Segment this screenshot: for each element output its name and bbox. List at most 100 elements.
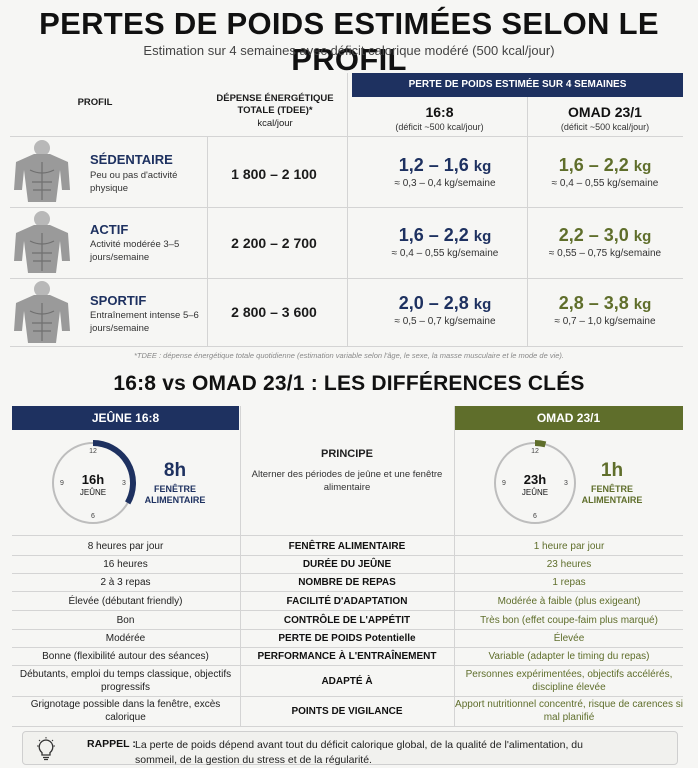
criterion-label: NOMBRE DE REPAS bbox=[298, 576, 396, 588]
value-168: 16 heures bbox=[103, 558, 148, 570]
tick-6: 6 bbox=[533, 513, 537, 520]
divider bbox=[240, 406, 241, 726]
loss-omad-weekly: ≈ 0,55 – 0,75 kg/semaine bbox=[548, 248, 662, 259]
profile-name: SPORTIF bbox=[90, 293, 147, 308]
criterion-label: ADAPTÉ À bbox=[321, 675, 373, 687]
comparison-row: Débutants, emploi du temps classique, ob… bbox=[12, 666, 683, 696]
divider bbox=[12, 535, 683, 536]
eating-window-arc bbox=[534, 440, 547, 448]
col-header-omad-title: OMAD 23/1 bbox=[568, 104, 642, 120]
window-168-label-l2: ALIMENTAIRE bbox=[144, 495, 206, 506]
comparison-row: Bonne (flexibilité autour des séances) PE… bbox=[12, 647, 683, 665]
comparison-row: Élevée (débutant friendly) FACILITÉ D'ADA… bbox=[12, 592, 683, 610]
band-omad: OMAD 23/1 bbox=[454, 406, 683, 430]
torso-athletic-image bbox=[13, 281, 71, 343]
value-168: Débutants, emploi du temps classique, ob… bbox=[19, 669, 232, 693]
divider bbox=[12, 726, 683, 727]
window-168-hours: 8h bbox=[163, 460, 187, 481]
divider bbox=[527, 97, 528, 346]
tick-9: 9 bbox=[60, 480, 64, 487]
criterion-label: FACILITÉ D'ADAPTATION bbox=[286, 595, 408, 607]
divider bbox=[10, 346, 683, 347]
profile-desc: Peu ou pas d'activité physique bbox=[90, 170, 178, 194]
divider bbox=[10, 278, 683, 279]
window-omad-label-l1: FENÊTRE bbox=[590, 484, 633, 494]
divider bbox=[207, 136, 208, 346]
loss-168-unit: kg bbox=[473, 158, 492, 175]
tdee-value: 2 200 – 2 700 bbox=[231, 235, 317, 251]
loss-168: 1,2 – 1,6 kg ≈ 0,3 – 0,4 kg/semaine bbox=[360, 155, 530, 189]
col-header-168-title: 16:8 bbox=[425, 104, 454, 120]
torso-sedentary-image bbox=[13, 140, 71, 202]
divider bbox=[12, 610, 683, 611]
criterion-label: CONTRÔLE DE L'APPÉTIT bbox=[283, 614, 411, 626]
divider bbox=[12, 629, 683, 630]
tick-12: 12 bbox=[531, 448, 539, 455]
value-omad: Élevée bbox=[553, 632, 585, 644]
loss-omad-unit: kg bbox=[633, 158, 652, 175]
principe-desc: Alterner des périodes de jeûne et une fe… bbox=[251, 469, 443, 494]
fast-label: JEÛNE bbox=[522, 488, 548, 497]
loss-168-value: 1,2 – 1,6 bbox=[398, 155, 469, 175]
col-header-tdee: DÉPENSE ÉNERGÉTIQUE TOTALE (TDEE)* kcal/… bbox=[205, 93, 345, 130]
loss-omad-unit: kg bbox=[633, 228, 652, 245]
rappel-label: RAPPEL : bbox=[87, 738, 136, 750]
criterion-label: POINTS DE VIGILANCE bbox=[291, 705, 403, 717]
value-168: Bon bbox=[116, 614, 135, 626]
lightbulb-icon bbox=[37, 737, 55, 761]
loss-omad-unit: kg bbox=[633, 296, 652, 313]
divider bbox=[347, 73, 348, 346]
fast-hours: 23h bbox=[524, 472, 546, 487]
profile-desc: Entraînement intense 5–6 jours/semaine bbox=[90, 310, 199, 334]
divider bbox=[10, 136, 683, 137]
page-title: PERTES DE POIDS ESTIMÉES SELON LE PROFIL bbox=[39, 6, 659, 77]
col-header-omad: OMAD 23/1 (déficit ~500 kcal/jour) bbox=[527, 104, 683, 132]
divider bbox=[12, 665, 683, 666]
clock-168: 12 3 6 9 16h JEÛNE bbox=[52, 440, 136, 524]
loss-omad: 1,6 – 2,2 kg ≈ 0,4 – 0,55 kg/semaine bbox=[525, 155, 685, 189]
window-omad-label-l2: ALIMENTAIRE bbox=[581, 495, 643, 506]
col-header-profil: PROFIL bbox=[77, 97, 113, 108]
criterion-label: PERFORMANCE À L'ENTRAÎNEMENT bbox=[257, 650, 437, 662]
comparison-row: Grignotage possible dans la fenêtre, exc… bbox=[12, 696, 683, 726]
loss-168: 1,6 – 2,2 kg ≈ 0,4 – 0,55 kg/semaine bbox=[360, 225, 530, 259]
value-omad: 1 repas bbox=[552, 576, 586, 588]
tick-12: 12 bbox=[89, 448, 97, 455]
profile-row-sportif: SPORTIF Entraînement intense 5–6 jours/s… bbox=[10, 278, 683, 346]
divider bbox=[12, 555, 683, 556]
tick-6: 6 bbox=[91, 513, 95, 520]
profile-name: SÉDENTAIRE bbox=[90, 152, 173, 167]
comparison-row: Bon CONTRÔLE DE L'APPÉTIT Très bon (effet … bbox=[12, 611, 683, 629]
window-omad-label: FENÊTRE ALIMENTAIRE bbox=[576, 484, 648, 507]
tdee-value: 2 800 – 3 600 bbox=[231, 304, 317, 320]
loss-168: 2,0 – 2,8 kg ≈ 0,5 – 0,7 kg/semaine bbox=[360, 293, 530, 327]
value-168: 2 à 3 repas bbox=[100, 576, 151, 588]
principe-title: PRINCIPE bbox=[321, 448, 373, 460]
divider bbox=[12, 591, 683, 592]
profile-name: ACTIF bbox=[90, 222, 129, 237]
loss-omad-value: 2,2 – 3,0 bbox=[558, 225, 629, 245]
loss-168-weekly: ≈ 0,3 – 0,4 kg/semaine bbox=[394, 178, 496, 189]
value-168: Bonne (flexibilité autour des séances) bbox=[42, 650, 209, 662]
col-header-tdee-line1: DÉPENSE ÉNERGÉTIQUE bbox=[216, 93, 334, 104]
col-header-omad-sub: (déficit ~500 kcal/jour) bbox=[560, 122, 650, 132]
tick-3: 3 bbox=[122, 480, 126, 487]
weight-loss-band: PERTE DE POIDS ESTIMÉE SUR 4 SEMAINES bbox=[352, 73, 683, 97]
value-omad: 23 heures bbox=[546, 558, 592, 570]
criterion-label: FENÊTRE ALIMENTAIRE bbox=[288, 540, 406, 552]
rappel-box: RAPPEL : La perte de poids dépend avant … bbox=[22, 731, 678, 766]
rappel-text: La perte de poids dépend avant tout du d… bbox=[135, 739, 583, 766]
comparison-row: 8 heures par jour FENÊTRE ALIMENTAIRE 1 he… bbox=[12, 537, 683, 555]
window-168-label-l1: FENÊTRE bbox=[153, 484, 196, 494]
col-header-168-sub: (déficit ~500 kcal/jour) bbox=[395, 122, 484, 132]
loss-168-value: 1,6 – 2,2 bbox=[398, 225, 469, 245]
tick-3: 3 bbox=[564, 480, 568, 487]
loss-omad-weekly: ≈ 0,4 – 0,55 kg/semaine bbox=[551, 178, 659, 189]
divider bbox=[12, 696, 683, 697]
value-168: Modérée bbox=[105, 632, 146, 644]
value-168: 8 heures par jour bbox=[87, 540, 164, 552]
criterion-label: DURÉE DU JEÛNE bbox=[302, 558, 392, 570]
loss-omad-value: 1,6 – 2,2 bbox=[558, 155, 629, 175]
value-168: Élevée (débutant friendly) bbox=[68, 595, 183, 607]
value-omad: Très bon (effet coupe-faim plus marqué) bbox=[480, 614, 658, 626]
